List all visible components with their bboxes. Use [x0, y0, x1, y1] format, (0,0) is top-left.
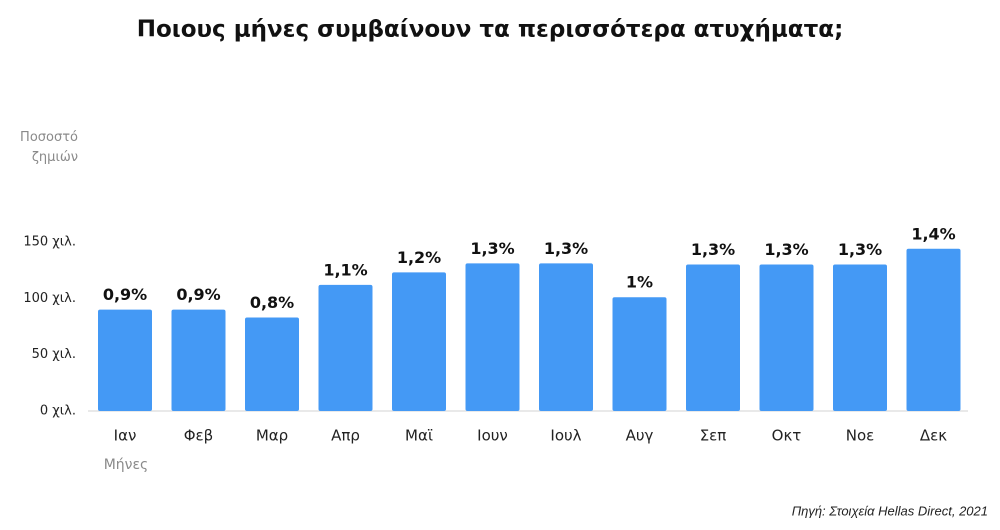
bar [392, 272, 446, 411]
x-tick-label: Μαϊ [405, 427, 433, 445]
bar [906, 248, 961, 411]
data-label: 1,3% [470, 239, 514, 258]
y-tick-label: 150 χιλ. [23, 235, 76, 250]
x-tick-label: Ιουλ [550, 427, 581, 445]
data-label: 1,3% [838, 240, 882, 259]
bar [833, 264, 887, 411]
data-label: 1,2% [397, 248, 441, 267]
x-tick-label: Σεπ [700, 427, 727, 445]
y-tick-label: 50 χιλ. [32, 347, 76, 362]
data-label: 1,4% [911, 224, 955, 243]
x-tick-label: Οκτ [772, 427, 802, 445]
bar [686, 264, 740, 411]
data-label: 1% [626, 273, 653, 292]
bar [171, 309, 226, 411]
x-tick-label: Απρ [331, 427, 360, 445]
bar [98, 309, 152, 411]
data-label: 1,3% [691, 240, 735, 259]
x-tick-label: Ιουν [477, 427, 508, 445]
chart-title: Ποιους μήνες συμβαίνουν τα περισσότερα α… [137, 17, 844, 43]
x-tick-label: Αυγ [626, 427, 654, 445]
x-tick-label: Δεκ [920, 427, 947, 445]
bar [539, 263, 593, 411]
bar [318, 284, 373, 411]
y-tick-label: 0 χιλ. [40, 404, 76, 419]
data-label: 1,3% [764, 240, 808, 259]
data-label: 1,1% [323, 260, 367, 279]
data-label: 1,3% [544, 239, 588, 258]
bar [465, 263, 520, 411]
x-axis-title: Μήνες [104, 457, 149, 473]
x-tick-label: Φεβ [184, 427, 214, 445]
data-label: 0,8% [250, 293, 294, 312]
x-tick-label: Νοε [846, 427, 875, 445]
data-label: 0,9% [176, 285, 220, 304]
data-label: 0,9% [103, 285, 147, 304]
y-axis-title: Ποσοστό ζημιών [20, 130, 78, 165]
bar [245, 317, 299, 411]
bar [759, 264, 814, 411]
y-tick-label: 100 χιλ. [23, 291, 76, 306]
x-tick-label: Ιαν [114, 427, 137, 445]
x-tick-label: Μαρ [256, 427, 288, 445]
source: Πηγή: Στοιχεία Hellas Direct, 2021 [792, 503, 988, 518]
bar [612, 297, 667, 411]
